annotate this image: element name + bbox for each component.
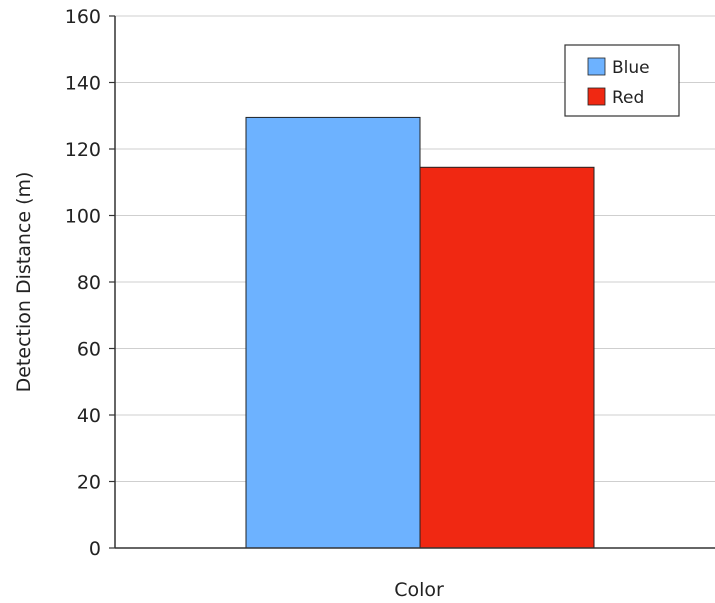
y-tick-label: 80 bbox=[77, 272, 101, 294]
y-tick-label: 140 bbox=[65, 73, 101, 95]
y-tick-label: 160 bbox=[65, 6, 101, 28]
bars bbox=[245, 116, 595, 549]
legend-swatch-red bbox=[587, 87, 606, 106]
x-axis-title: Color bbox=[394, 579, 444, 601]
y-tick-label: 120 bbox=[65, 139, 101, 161]
bar-red bbox=[419, 166, 595, 549]
legend-box bbox=[564, 44, 680, 117]
legend-label-blue: Blue bbox=[612, 58, 650, 78]
y-tick-label: 100 bbox=[65, 206, 101, 228]
bar-blue bbox=[245, 116, 421, 549]
y-tick-label: 20 bbox=[77, 472, 101, 494]
legend: Blue Red bbox=[564, 44, 680, 117]
y-axis-title: Detection Distance (m) bbox=[13, 172, 35, 393]
legend-label-red: Red bbox=[612, 88, 644, 108]
y-tick-label: 40 bbox=[77, 405, 101, 427]
legend-swatch-blue bbox=[587, 57, 606, 76]
y-tick-label: 60 bbox=[77, 339, 101, 361]
y-tick-labels: 0 20 40 60 80 100 120 140 160 bbox=[65, 6, 115, 560]
y-tick-label: 0 bbox=[89, 538, 101, 560]
